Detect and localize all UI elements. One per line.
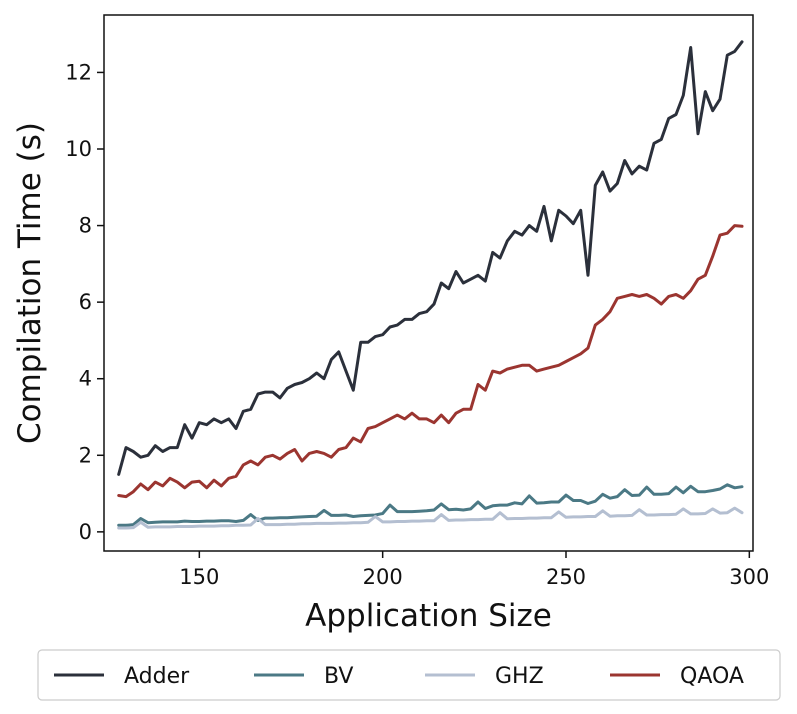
- x-tick-label: 250: [546, 565, 586, 589]
- x-tick-label: 300: [729, 565, 769, 589]
- y-axis-title: Compilation Time (s): [12, 122, 48, 444]
- series-line-bv: [117, 483, 744, 527]
- series-line-adder: [117, 40, 744, 476]
- legend-label-ghz: GHZ: [495, 664, 544, 689]
- x-tick-label: 150: [179, 565, 219, 589]
- legend: Adder BV GHZ QAOA: [37, 649, 781, 701]
- y-tick-label: 8: [79, 214, 92, 238]
- y-tick-label: 10: [65, 137, 92, 161]
- y-axis: 0 2 4 6 8 10 12: [65, 60, 104, 544]
- y-tick-label: 0: [79, 520, 92, 544]
- series-layer: [117, 40, 744, 530]
- series-line-ghz: [117, 506, 744, 530]
- legend-box: [37, 649, 781, 701]
- x-tick-label: 200: [363, 565, 403, 589]
- y-tick-label: 12: [65, 60, 92, 84]
- series-line-qaoa: [117, 224, 744, 499]
- y-tick-label: 6: [79, 290, 92, 314]
- x-axis-title: Application Size: [305, 598, 552, 634]
- legend-label-adder: Adder: [124, 664, 190, 689]
- y-tick-label: 4: [79, 367, 92, 391]
- legend-label-qaoa: QAOA: [680, 664, 744, 689]
- legend-label-bv: BV: [324, 664, 353, 689]
- plot-area: [103, 14, 754, 552]
- y-tick-label: 2: [79, 443, 92, 467]
- x-axis: 150 200 250 300: [179, 551, 769, 589]
